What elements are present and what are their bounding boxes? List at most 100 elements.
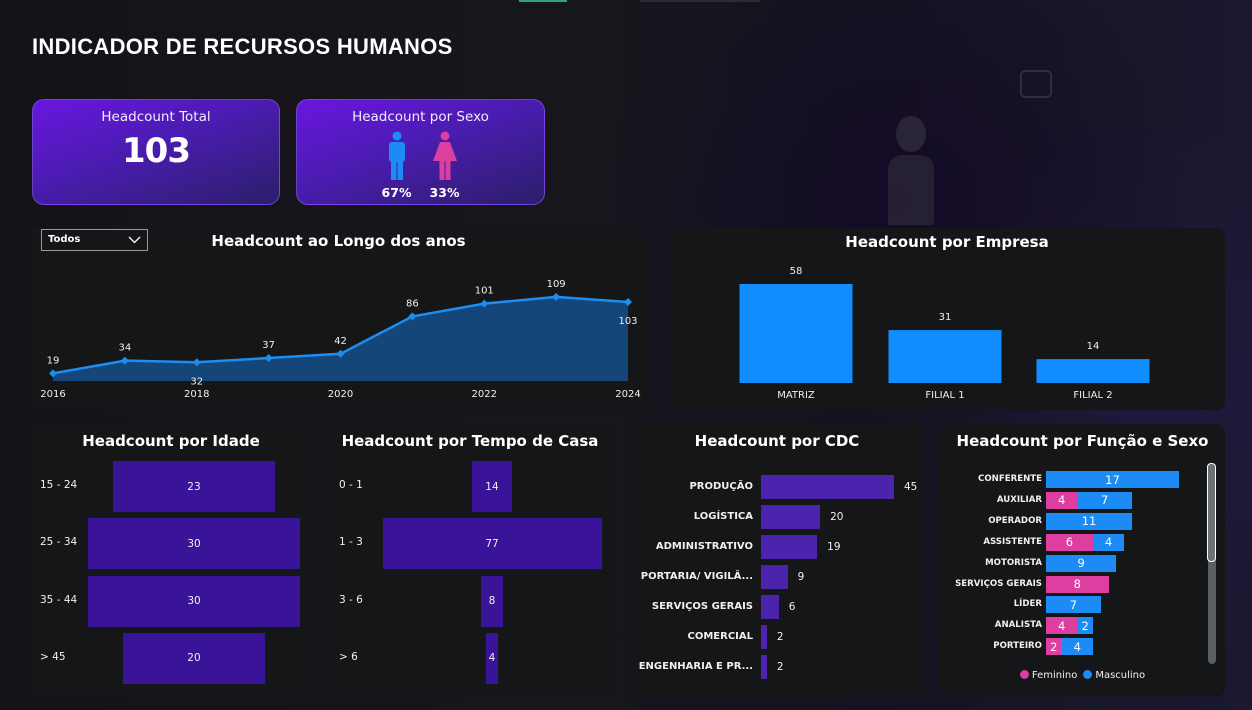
category-label: LÍDER bbox=[1013, 599, 1042, 610]
bar-row[interactable]: ADMINISTRATIVO 19 bbox=[631, 535, 923, 559]
chart-title: Headcount por Idade bbox=[82, 432, 260, 450]
bar bbox=[739, 284, 853, 383]
legend-item-masculino[interactable]: Masculino bbox=[1083, 670, 1145, 681]
chart-title: Headcount por CDC bbox=[694, 432, 860, 450]
bar-segment-masculino[interactable]: 7 bbox=[1046, 596, 1101, 614]
funnel-row[interactable]: 0 - 1 14 bbox=[329, 461, 611, 512]
stacked-bar[interactable]: 17 bbox=[1046, 471, 1179, 488]
bar-segment-feminino[interactable]: 6 bbox=[1046, 533, 1093, 551]
scrollbar-thumb[interactable] bbox=[1207, 463, 1216, 562]
bar bbox=[888, 330, 1002, 383]
data-label: 14 bbox=[1087, 341, 1100, 352]
bar-segment-masculino[interactable]: 9 bbox=[1046, 554, 1117, 572]
data-point-marker bbox=[552, 292, 561, 301]
bar[interactable]: 8 bbox=[480, 575, 504, 627]
funnel-row[interactable]: > 6 4 bbox=[329, 632, 611, 684]
funnel-row[interactable]: 3 - 6 8 bbox=[329, 575, 611, 627]
bar-row[interactable]: ASSISTENTE 6 4 bbox=[940, 533, 1225, 551]
top-divider bbox=[640, 0, 760, 2]
category-label: PORTEIRO bbox=[993, 641, 1042, 652]
bar[interactable] bbox=[761, 595, 779, 619]
bar[interactable]: 30 bbox=[88, 575, 300, 627]
bar-row[interactable]: SERVIÇOS GERAIS 8 bbox=[940, 575, 1225, 593]
bar-row[interactable]: COMERCIAL 2 bbox=[631, 625, 923, 649]
bar-segment-feminino[interactable]: 4 bbox=[1046, 491, 1078, 509]
year-filter-dropdown[interactable]: Todos bbox=[41, 229, 148, 251]
data-label: 58 bbox=[790, 266, 803, 277]
bar-segment-masculino[interactable]: 4 bbox=[1061, 638, 1093, 656]
bar-segment-feminino[interactable]: 8 bbox=[1046, 575, 1109, 593]
bar-row[interactable]: ANALISTA 4 2 bbox=[940, 617, 1225, 635]
data-point-marker bbox=[480, 299, 489, 308]
data-point-marker bbox=[120, 356, 129, 365]
category-label: > 6 bbox=[339, 650, 358, 663]
bar-row[interactable]: AUXILIAR 4 7 bbox=[940, 491, 1225, 509]
chart-headcount-by-age: Headcount por Idade 15 - 24 23 25 - 34 30 35… bbox=[30, 424, 312, 696]
category-label: ADMINISTRATIVO bbox=[655, 541, 753, 552]
bar-row[interactable]: CONFERENTE 17 bbox=[940, 471, 1225, 488]
bar-row[interactable]: LOGÍSTICA 20 bbox=[631, 505, 923, 529]
bar[interactable] bbox=[761, 625, 767, 649]
bar-row[interactable]: OPERADOR 11 bbox=[940, 512, 1225, 530]
data-point-marker bbox=[49, 369, 57, 378]
data-label: 103 bbox=[618, 316, 637, 327]
legend-item-feminino[interactable]: Feminino bbox=[1019, 670, 1077, 681]
category-label: COMERCIAL bbox=[687, 631, 754, 642]
x-tick-label: 2024 bbox=[615, 389, 640, 400]
bar-row[interactable]: ENGENHARIA E PR... 2 bbox=[631, 655, 923, 679]
bar-row[interactable]: SERVIÇOS GERAIS 6 bbox=[631, 595, 923, 619]
kpi-label: Headcount Total bbox=[101, 109, 211, 125]
bar-segment-masculino[interactable]: 2 bbox=[1077, 617, 1093, 635]
data-label: 2 bbox=[776, 661, 784, 673]
bar-row[interactable]: PORTEIRO 2 4 bbox=[940, 638, 1225, 656]
bar[interactable] bbox=[761, 475, 894, 499]
kpi-value: 103 bbox=[122, 131, 191, 171]
category-label: SERVIÇOS GERAIS bbox=[955, 578, 1042, 589]
page-tab-indicator[interactable] bbox=[519, 0, 567, 2]
bar-segment-feminino[interactable]: 4 bbox=[1046, 617, 1078, 635]
bar-row[interactable]: PORTARIA/ VIGILÂ... 9 bbox=[631, 565, 923, 589]
scrollbar-track[interactable] bbox=[1208, 464, 1216, 664]
category-label: MOTORISTA bbox=[985, 557, 1042, 568]
bar[interactable]: 20 bbox=[123, 632, 265, 684]
bar-row[interactable]: MOTORISTA 9 bbox=[940, 554, 1225, 572]
data-label: 101 bbox=[475, 286, 494, 297]
funnel-row[interactable]: 15 - 24 23 bbox=[30, 461, 312, 512]
stacked-bar[interactable]: 9 bbox=[1046, 554, 1117, 572]
funnel-row[interactable]: > 45 20 bbox=[30, 632, 312, 684]
bar[interactable]: 4 bbox=[486, 632, 498, 684]
data-label: 34 bbox=[119, 343, 132, 354]
bar-segment-masculino[interactable]: 7 bbox=[1077, 491, 1133, 509]
data-label: 19 bbox=[47, 355, 60, 366]
background-figure bbox=[888, 155, 934, 225]
bar[interactable]: 23 bbox=[112, 461, 276, 512]
bar-row[interactable]: LÍDER 7 bbox=[940, 596, 1225, 614]
stacked-bar[interactable]: 7 bbox=[1046, 596, 1101, 614]
bar-segment-feminino[interactable]: 2 bbox=[1046, 638, 1062, 656]
bar[interactable]: 77 bbox=[382, 518, 602, 570]
bar-segment-masculino[interactable]: 11 bbox=[1046, 512, 1133, 530]
bar[interactable] bbox=[761, 565, 788, 589]
bar[interactable]: 30 bbox=[88, 518, 300, 570]
bar-row[interactable]: PRODUÇÃO 45 bbox=[631, 475, 923, 499]
funnel-row[interactable]: 1 - 3 77 bbox=[329, 518, 611, 570]
bar[interactable] bbox=[761, 655, 767, 679]
line-chart-plot[interactable]: 19 34 32 37 42 86 101 109 103 2016 2018 2020 2022 202… bbox=[30, 228, 647, 410]
bar[interactable]: 14 bbox=[472, 461, 512, 512]
bar-segment-masculino[interactable]: 4 bbox=[1092, 533, 1125, 551]
stacked-bar[interactable]: 8 bbox=[1046, 575, 1109, 593]
funnel-row[interactable]: 25 - 34 30 bbox=[30, 518, 312, 570]
bar-segment-masculino[interactable]: 17 bbox=[1046, 471, 1179, 488]
funnel-row[interactable]: 35 - 44 30 bbox=[30, 575, 312, 627]
stacked-bar[interactable]: 11 bbox=[1046, 512, 1133, 530]
male-percentage: 67% bbox=[381, 185, 412, 200]
legend-dot-icon bbox=[1083, 670, 1093, 679]
bar-chart-plot[interactable]: 58 MATRIZ 31 FILIAL 1 14 FILIAL 2 bbox=[669, 228, 1225, 410]
bar[interactable] bbox=[761, 535, 818, 559]
bar[interactable] bbox=[761, 505, 821, 529]
x-tick-label: 2016 bbox=[40, 389, 65, 400]
